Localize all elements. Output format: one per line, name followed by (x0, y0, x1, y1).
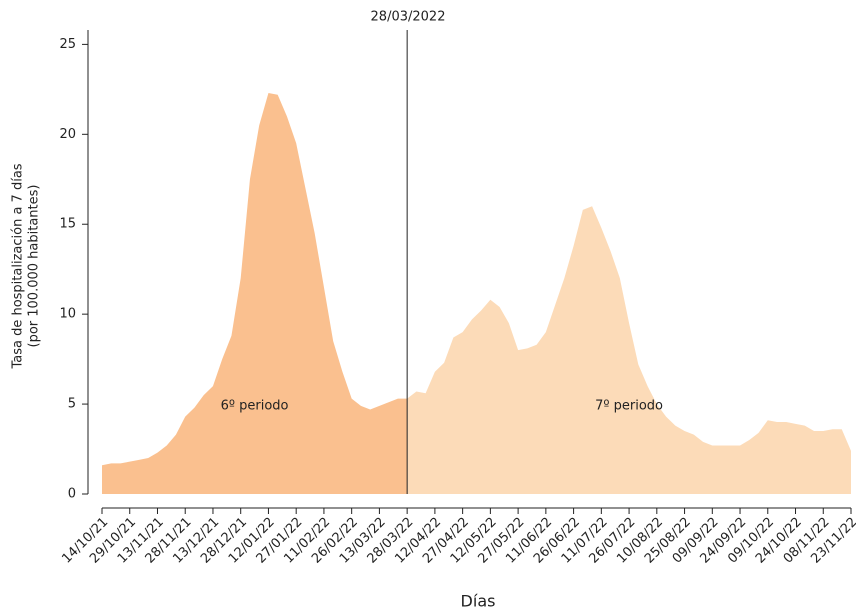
y-tick-label: 20 (59, 127, 76, 142)
y-tick-label: 25 (59, 37, 76, 52)
y-tick-label: 0 (68, 487, 76, 502)
y-axis-title: Tasa de hospitalización a 7 días (por 10… (11, 163, 42, 369)
area-label: 6º periodo (221, 399, 289, 414)
y-axis-title-line: Tasa de hospitalización a 7 días (11, 163, 26, 369)
x-axis-title: Días (461, 592, 496, 611)
y-tick-label: 15 (59, 217, 76, 232)
y-tick-label: 10 (59, 307, 76, 322)
y-tick-label: 5 (68, 397, 76, 412)
annotation: 28/03/2022 (371, 10, 446, 25)
area-label: 7º periodo (595, 399, 663, 414)
y-axis-title-line: (por 100.000 habitantes) (27, 185, 42, 348)
area (102, 92, 408, 494)
area (407, 206, 851, 495)
